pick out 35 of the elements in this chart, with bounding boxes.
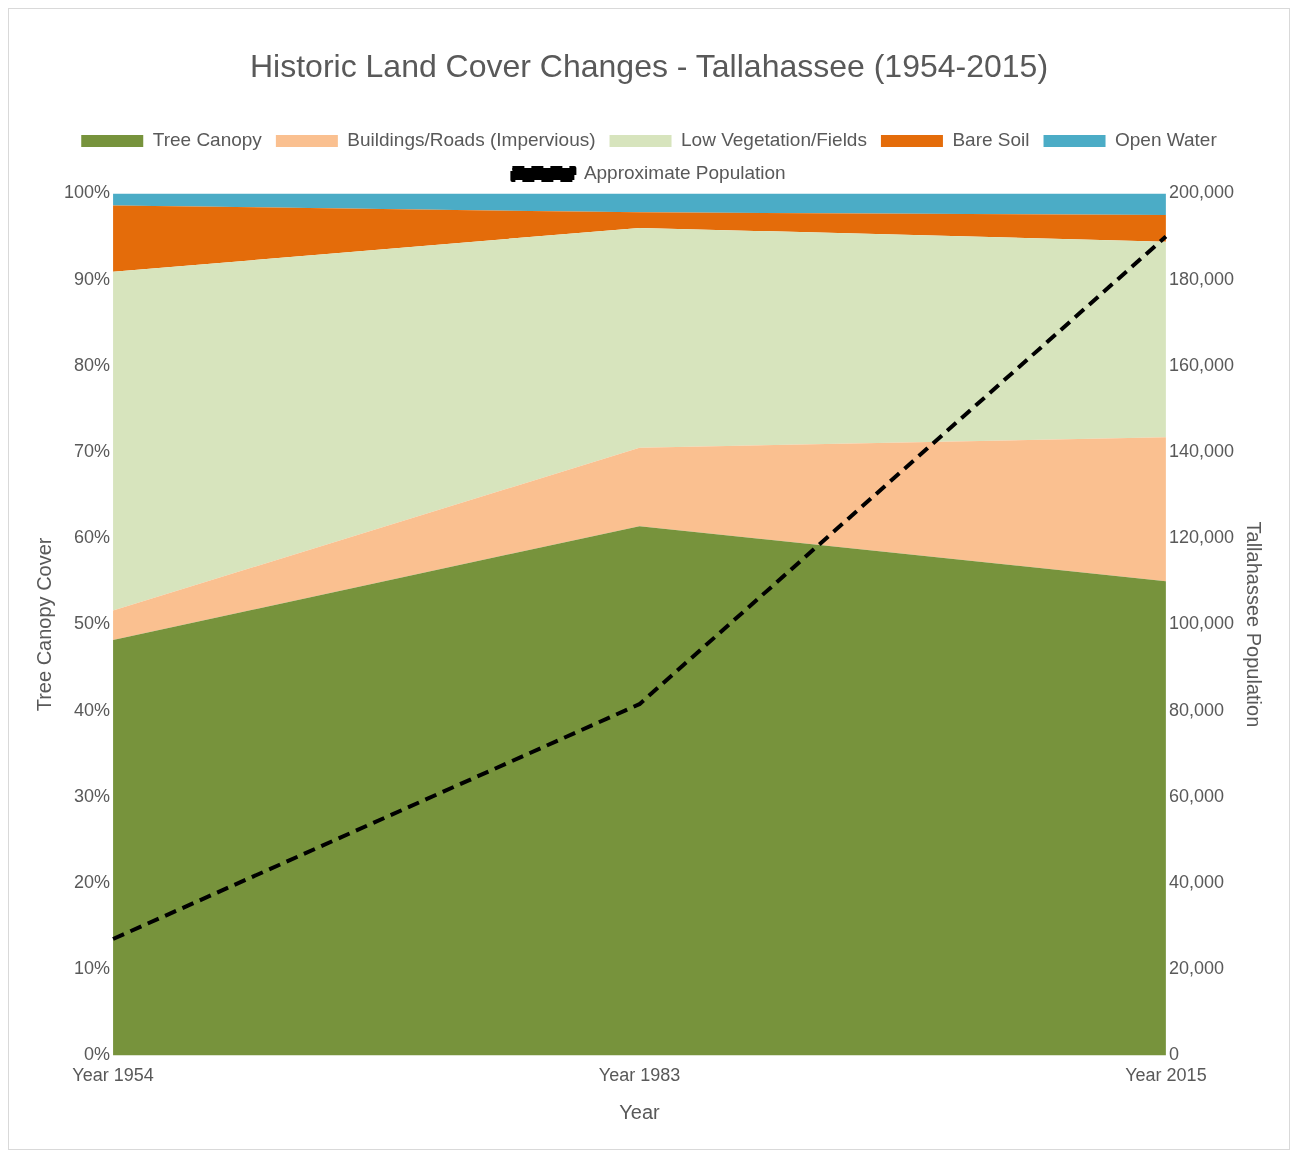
legend-label: Buildings/Roads (Impervious) — [347, 129, 596, 151]
legend-label: Approximate Population — [583, 162, 786, 184]
x-axis-title: Year — [619, 1100, 661, 1123]
y-tick-label: 100% — [63, 182, 111, 203]
y-tick-label: 90% — [74, 268, 111, 289]
chart-title: Historic Land Cover Changes - Tallahassee (1954-2015) — [249, 48, 1049, 85]
y2-tick-label: 120,000 — [1168, 527, 1235, 548]
legend-label: Tree Canopy — [152, 129, 263, 151]
y-tick-label: 0% — [84, 1044, 111, 1065]
y2-tick-label: 100,000 — [1168, 613, 1235, 634]
y2-tick-label: 160,000 — [1168, 354, 1235, 375]
y2-tick-label: 0 — [1168, 1044, 1179, 1065]
y-axis-title: Tree Canopy Cover — [32, 537, 55, 712]
y-tick-label: 30% — [74, 785, 111, 806]
y2-tick-label: 140,000 — [1168, 440, 1235, 461]
y-tick-label: 50% — [74, 613, 111, 634]
y2-tick-label: 80,000 — [1168, 699, 1224, 720]
y2-tick-label: 200,000 — [1168, 182, 1235, 203]
legend-label: Low Vegetation/Fields — [681, 129, 867, 151]
y2-tick-label: 40,000 — [1168, 871, 1224, 892]
x-tick-label: Year 2015 — [1125, 1065, 1207, 1086]
y2-tick-label: 20,000 — [1168, 958, 1224, 979]
y2-tick-label: 60,000 — [1168, 785, 1224, 806]
y-tick-label: 80% — [74, 354, 111, 375]
y-tick-label: 60% — [74, 527, 111, 548]
legend-label: Bare Soil — [952, 129, 1030, 151]
x-tick-label: Year 1954 — [72, 1065, 154, 1086]
y2-axis-title: Tallahassee Population — [1243, 521, 1266, 728]
y-tick-label: 70% — [74, 440, 111, 461]
legend-label: Open Water — [1115, 129, 1218, 151]
y2-tick-label: 180,000 — [1168, 268, 1235, 289]
y-tick-label: 10% — [74, 958, 111, 979]
y-tick-label: 40% — [74, 699, 111, 720]
x-tick-label: Year 1983 — [598, 1065, 681, 1086]
y-tick-label: 20% — [74, 871, 111, 892]
